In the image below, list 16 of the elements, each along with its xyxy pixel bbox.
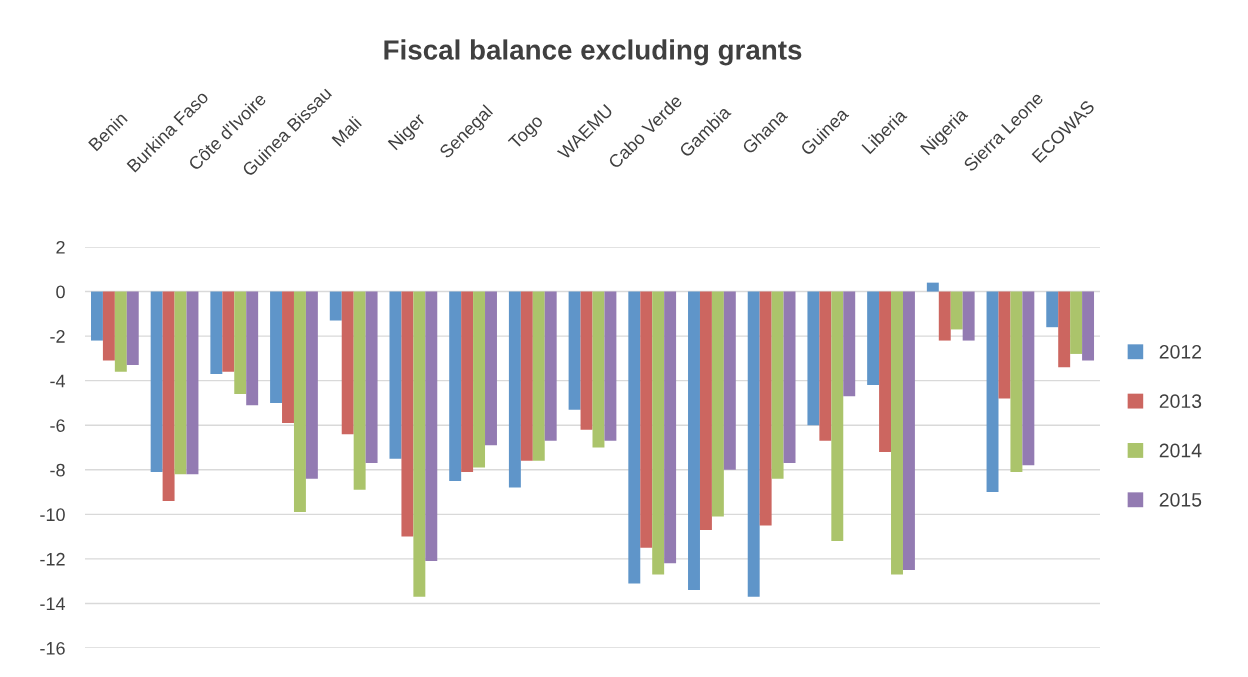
y-tick-label: -6: [50, 419, 65, 432]
y-tick-label: 0: [56, 285, 65, 299]
y-tick-label: -10: [40, 508, 65, 522]
legend-label: 2015: [1159, 492, 1202, 507]
y-tick-label: -12: [40, 552, 65, 566]
chart-title: Fiscal balance excluding grants: [384, 39, 802, 66]
x-tick-label: Togo: [507, 113, 547, 153]
y-tick-label: -4: [50, 374, 66, 388]
y-tick-label: -2: [50, 330, 65, 343]
y-tick-label: 2: [56, 240, 65, 254]
legend-label: 2012: [1159, 344, 1202, 359]
legend-label: 2013: [1159, 394, 1202, 409]
y-tick-label: -14: [40, 597, 66, 610]
y-tick-label: -16: [40, 641, 65, 655]
legend-label: 2014: [1159, 443, 1202, 458]
y-tick-label: -8: [50, 463, 65, 477]
